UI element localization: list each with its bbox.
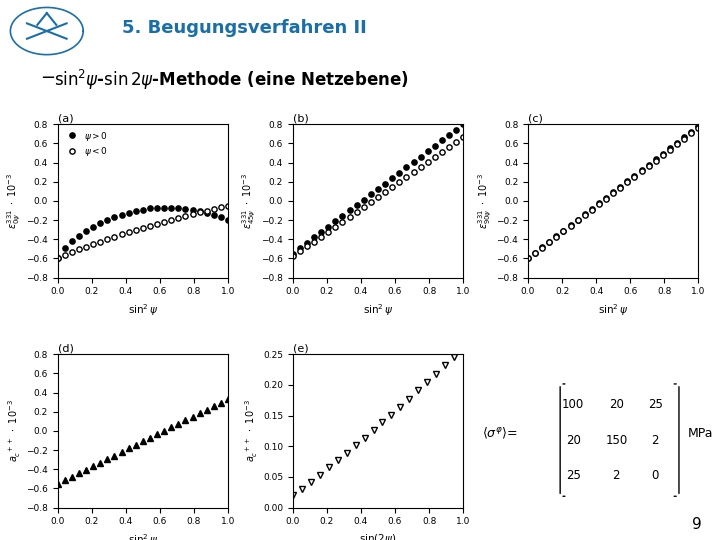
Y-axis label: $\varepsilon_{0\psi}^{331}\ \cdot\ 10^{-3}$: $\varepsilon_{0\psi}^{331}\ \cdot\ 10^{-… <box>6 173 23 229</box>
X-axis label: $\sin^2\psi$: $\sin^2\psi$ <box>363 302 393 318</box>
Text: $\sin^2\!\psi$-$\sin 2\psi$-Methode (eine Netzebene): $\sin^2\!\psi$-$\sin 2\psi$-Methode (ein… <box>54 68 409 92</box>
Legend: $\psi > 0$, $\psi < 0$: $\psi > 0$, $\psi < 0$ <box>62 129 109 159</box>
Text: 100: 100 <box>562 399 584 411</box>
X-axis label: $\sin^2\psi$: $\sin^2\psi$ <box>127 302 158 318</box>
X-axis label: $\sin^2\psi$: $\sin^2\psi$ <box>598 302 629 318</box>
Text: (c): (c) <box>528 113 543 124</box>
Text: 0: 0 <box>652 469 659 482</box>
Text: 20: 20 <box>566 434 580 447</box>
Text: (d): (d) <box>58 343 73 354</box>
Text: 25: 25 <box>566 469 580 482</box>
Text: 150: 150 <box>606 434 627 447</box>
X-axis label: $\sin(2\psi)$: $\sin(2\psi)$ <box>359 532 397 540</box>
Text: 20: 20 <box>609 399 624 411</box>
Y-axis label: $a_c^{\ ++}\ \cdot\ 10^{-3}$: $a_c^{\ ++}\ \cdot\ 10^{-3}$ <box>6 400 23 462</box>
Text: 2: 2 <box>652 434 659 447</box>
Text: 2: 2 <box>613 469 620 482</box>
Y-axis label: $\varepsilon_{90\psi}^{331}\ \cdot\ 10^{-3}$: $\varepsilon_{90\psi}^{331}\ \cdot\ 10^{… <box>476 173 494 229</box>
Text: 5. Beugungsverfahren II: 5. Beugungsverfahren II <box>122 19 367 37</box>
Text: $\langle\sigma^\varphi\rangle\!=\!$: $\langle\sigma^\varphi\rangle\!=\!$ <box>482 426 518 441</box>
Y-axis label: $a_c^{\ ++}\ \cdot\ 10^{-3}$: $a_c^{\ ++}\ \cdot\ 10^{-3}$ <box>243 400 260 462</box>
Text: $-$: $-$ <box>40 68 55 85</box>
Y-axis label: $\varepsilon_{45\psi}^{331}\ \cdot\ 10^{-3}$: $\varepsilon_{45\psi}^{331}\ \cdot\ 10^{… <box>241 173 258 229</box>
Text: (a): (a) <box>58 113 73 124</box>
Text: 25: 25 <box>648 399 662 411</box>
Text: (b): (b) <box>293 113 309 124</box>
Text: MPa: MPa <box>688 427 713 440</box>
Text: 9: 9 <box>692 517 702 532</box>
Text: (e): (e) <box>293 343 308 354</box>
X-axis label: $\sin^2\psi$: $\sin^2\psi$ <box>127 532 158 540</box>
